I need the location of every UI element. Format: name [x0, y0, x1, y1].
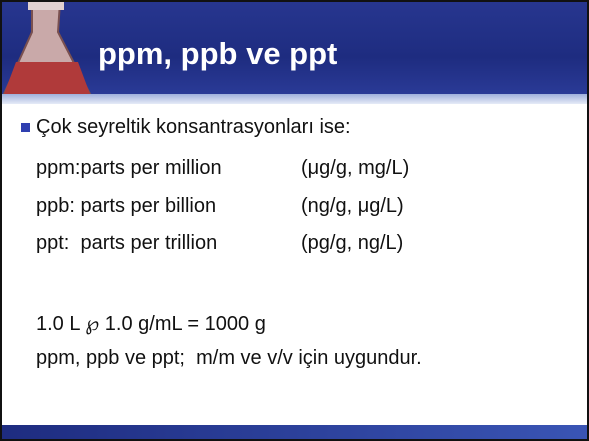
footer-bar	[2, 425, 589, 439]
text-line: 1.0 L ℘ 1.0 g/mL = 1000 g	[36, 311, 266, 336]
row-units: (pg/g, ng/L)	[301, 232, 403, 255]
row-units: (μg/g, mg/L)	[301, 157, 409, 180]
row-units: (ng/g, μg/L)	[301, 195, 404, 218]
row-label: ppm:parts per million	[36, 157, 222, 180]
slide: ppm, ppb ve ppt Çok seyreltik konsantras…	[0, 0, 589, 441]
bullet-text: Çok seyreltik konsantrasyonları ise:	[36, 116, 351, 139]
text-line: ppm, ppb ve ppt; m/m ve v/v için uygundu…	[36, 347, 422, 370]
flask-icon	[2, 2, 98, 102]
header-band	[2, 94, 589, 104]
row-label: ppt: parts per trillion	[36, 232, 217, 255]
row-label: ppb: parts per billion	[36, 195, 216, 218]
bullet-marker	[21, 123, 30, 132]
slide-title: ppm, ppb ve ppt	[98, 36, 337, 72]
